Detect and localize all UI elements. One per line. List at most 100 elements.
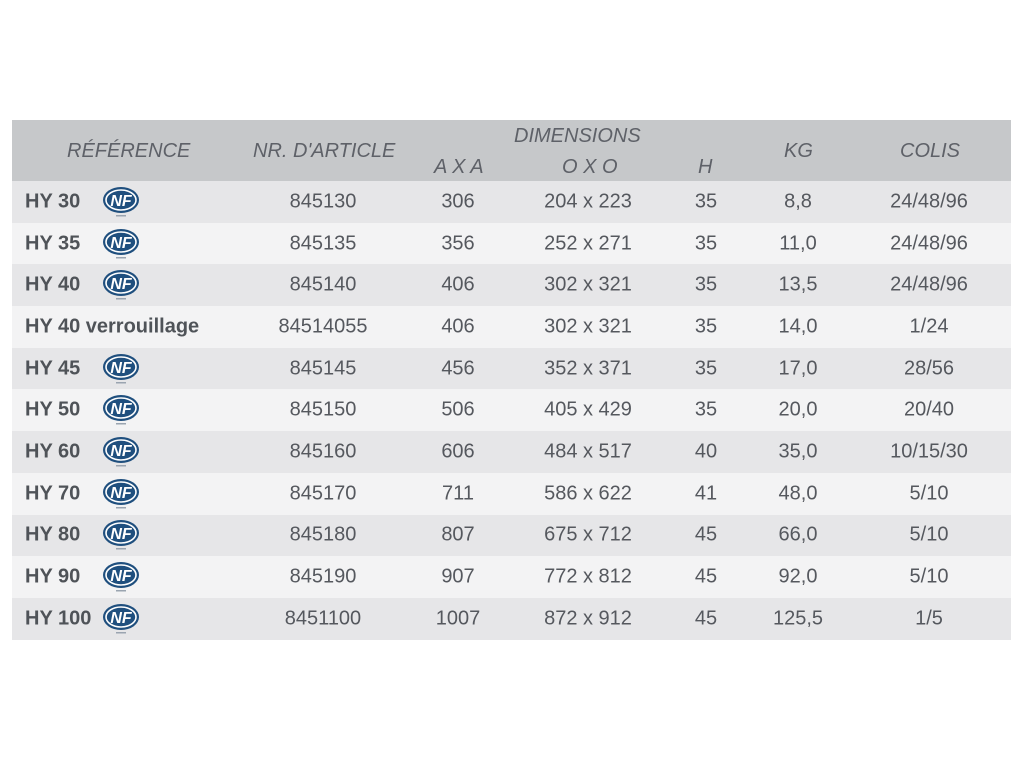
table-row: HY 80 NF 845180 807 675 x 712 45 66,0 5/10: [12, 514, 1011, 557]
cell-colis: 28/56: [903, 357, 955, 380]
cell-colis: 1/24: [909, 315, 949, 338]
svg-text:NF: NF: [110, 360, 133, 377]
nf-certification-icon: NF: [103, 520, 139, 550]
cell-kg: 66,0: [778, 523, 818, 546]
svg-text:NF: NF: [110, 443, 133, 460]
nf-certification-icon: NF: [103, 228, 139, 259]
table-row: HY 40 verrouillage 84514055 406 302 x 321 35…: [12, 306, 1011, 348]
cell-kg: 13,5: [778, 273, 818, 296]
cell-oxo: 405 x 429: [544, 398, 632, 421]
cell-axa: 406: [441, 273, 475, 296]
cell-kg: 92,0: [778, 565, 818, 588]
svg-text:NF: NF: [110, 485, 133, 502]
table-row: HY 70 NF 845170 711 586 x 622 41 48,0 5/10: [12, 472, 1011, 515]
cell-article: 845190: [289, 565, 357, 588]
cell-oxo: 484 x 517: [544, 440, 632, 463]
cell-article: 845170: [289, 482, 357, 505]
cell-h: 45: [694, 523, 718, 546]
header-article: NR. D'ARTICLE: [253, 140, 396, 162]
cell-colis: 1/5: [915, 607, 943, 630]
svg-text:NF: NF: [110, 276, 133, 293]
cell-colis: 24/48/96: [890, 190, 968, 213]
cell-kg: 14,0: [778, 315, 818, 338]
row-reference: HY 90: [25, 565, 81, 588]
cell-oxo: 352 x 371: [544, 357, 632, 380]
cell-kg: 20,0: [778, 398, 818, 421]
table-row: HY 30 NF 845130 306 204 x 223 35 8,8 24/48/96: [12, 181, 1011, 223]
cell-h: 45: [694, 565, 718, 588]
cell-h: 35: [694, 232, 718, 255]
row-reference: HY 60: [25, 440, 81, 463]
header-reference: RÉFÉRENCE: [67, 140, 191, 162]
svg-text:NF: NF: [110, 610, 133, 627]
cell-h: 45: [694, 607, 718, 630]
table-row: HY 50 NF 845150 506 405 x 429 35 20,0 20/40: [12, 389, 1011, 432]
cell-colis: 24/48/96: [890, 273, 968, 296]
svg-text:NF: NF: [110, 568, 133, 585]
svg-text:NF: NF: [110, 235, 133, 252]
cell-axa: 406: [441, 315, 475, 338]
cell-axa: 456: [441, 357, 475, 380]
cell-article: 845160: [289, 440, 357, 463]
nf-certification-icon: NF: [103, 603, 139, 634]
svg-text:NF: NF: [110, 193, 133, 210]
cell-axa: 907: [441, 565, 475, 588]
cell-oxo: 872 x 912: [544, 607, 632, 630]
cell-axa: 711: [442, 482, 474, 505]
cell-h: 35: [694, 357, 718, 380]
cell-axa: 506: [441, 398, 475, 421]
table-row: HY 35 NF 845135 356 252 x 271 35 11,0 24/48/96: [12, 222, 1011, 265]
cell-axa: 356: [441, 232, 475, 255]
product-table: RÉFÉRENCE NR. D'ARTICLE DIMENSIONS A X A…: [12, 120, 1011, 640]
cell-axa: 306: [441, 190, 475, 213]
row-reference: HY 50: [25, 398, 81, 421]
svg-text:NF: NF: [110, 401, 133, 418]
header-kg: KG: [784, 140, 813, 162]
table-row: HY 45 NF 845145 456 352 x 371 35 17,0 28/56: [12, 347, 1011, 390]
table-row: HY 100 NF 8451100 1007 872 x 912 45 125,5 1/5: [12, 597, 1011, 640]
header-colis: COLIS: [900, 140, 961, 162]
cell-oxo: 204 x 223: [544, 190, 632, 213]
cell-colis: 24/48/96: [890, 232, 968, 255]
cell-colis: 10/15/30: [890, 440, 968, 463]
header-dimensions: DIMENSIONS: [514, 125, 641, 147]
cell-article: 845145: [289, 357, 357, 380]
cell-article: 8451100: [284, 607, 362, 630]
cell-kg: 125,5: [772, 607, 824, 630]
cell-colis: 20/40: [903, 398, 955, 421]
nf-certification-icon: NF: [103, 353, 139, 384]
row-reference: HY 80: [25, 523, 81, 546]
table-row: HY 90 NF 845190 907 772 x 812 45 92,0 5/10: [12, 556, 1011, 598]
cell-kg: 8,8: [784, 190, 812, 213]
cell-axa: 606: [441, 440, 475, 463]
header-h: H: [698, 156, 713, 178]
row-reference: HY 30: [25, 190, 81, 213]
nf-certification-icon: NF: [103, 395, 139, 425]
row-reference: HY 40 verrouillage: [25, 315, 200, 338]
table-row: HY 60 NF 845160 606 484 x 517 40 35,0 10/15/30: [12, 431, 1011, 473]
cell-h: 41: [694, 482, 718, 505]
header-axa: A X A: [434, 156, 484, 178]
cell-article: 845135: [289, 232, 357, 255]
nf-certification-icon: NF: [103, 478, 139, 509]
header-oxo: O X O: [562, 156, 618, 178]
cell-colis: 5/10: [909, 565, 949, 588]
nf-certification-icon: NF: [103, 436, 139, 467]
cell-article: 84514055: [278, 315, 368, 338]
table-body: HY 30 NF 845130 306 204 x 223 35 8,8 24/48/96 HY…: [12, 181, 1011, 640]
cell-colis: 5/10: [909, 523, 949, 546]
cell-article: 845150: [289, 398, 357, 421]
cell-kg: 35,0: [778, 440, 818, 463]
nf-certification-icon: NF: [103, 562, 139, 592]
cell-colis: 5/10: [909, 482, 949, 505]
cell-oxo: 302 x 321: [544, 315, 632, 338]
row-reference: HY 40: [25, 273, 81, 296]
row-reference: HY 35: [25, 232, 81, 255]
cell-oxo: 675 x 712: [544, 523, 632, 546]
cell-axa: 1007: [435, 607, 481, 630]
cell-h: 35: [694, 398, 718, 421]
row-reference: HY 45: [25, 357, 81, 380]
svg-text:NF: NF: [110, 526, 133, 543]
cell-oxo: 252 x 271: [544, 232, 632, 255]
cell-h: 40: [694, 440, 718, 463]
